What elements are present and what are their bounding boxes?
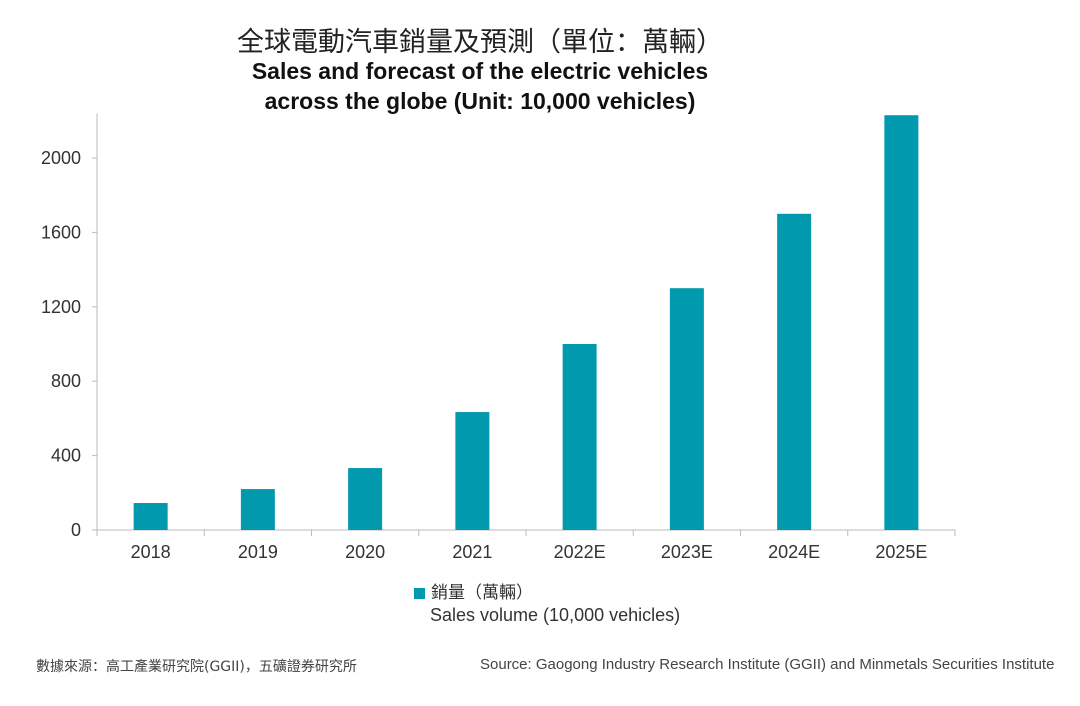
- chart-title: 全球電動汽車銷量及預測（單位：萬輛）: [237, 27, 723, 58]
- bar-2023E: [669, 288, 704, 530]
- legend-label-zh: 銷量（萬輛）: [431, 583, 533, 603]
- x-tick-label: 2022E: [554, 542, 606, 562]
- bar-2025E: [884, 115, 919, 530]
- x-tick-label: 2023E: [661, 542, 713, 562]
- legend-label-en: Sales volume (10,000 vehicles): [430, 605, 681, 625]
- legend: 銷量（萬輛） Sales volume (10,000 vehicles): [414, 578, 680, 626]
- source-en: Source: Gaogong Industry Research Instit…: [480, 656, 1055, 673]
- y-tick-label: 800: [51, 371, 81, 391]
- x-tick-label: 2020: [345, 542, 385, 562]
- bar-2020: [348, 468, 383, 530]
- bar-2018: [133, 503, 168, 530]
- x-tick-label: 2024E: [768, 542, 820, 562]
- chart-subtitle-line-1: Sales and forecast of the electric vehic…: [251, 58, 709, 84]
- chart-subtitle-line-2: across the globe (Unit: 10,000 vehicles): [264, 88, 696, 114]
- x-tick-label: 2018: [131, 542, 171, 562]
- x-tick-label: 2021: [452, 542, 492, 562]
- source-zh: 數據來源：高工產業研究院(GGII)，五礦證券研究所: [36, 659, 357, 675]
- bar-2024E: [777, 213, 812, 531]
- bar-2021: [455, 412, 490, 530]
- y-tick-label: 1200: [41, 297, 81, 317]
- x-tick-label: 2019: [238, 542, 278, 562]
- y-tick-label: 400: [51, 446, 81, 466]
- bar-2019: [240, 489, 275, 530]
- chart-subtitle: Sales and forecast of the electric vehic…: [0, 56, 960, 116]
- y-tick-label: 0: [71, 520, 81, 540]
- x-tick-label: 2025E: [875, 542, 927, 562]
- legend-swatch: [414, 587, 425, 599]
- bar-2022E: [562, 344, 597, 530]
- y-tick-label: 1600: [41, 222, 81, 242]
- y-tick-label: 2000: [41, 148, 81, 168]
